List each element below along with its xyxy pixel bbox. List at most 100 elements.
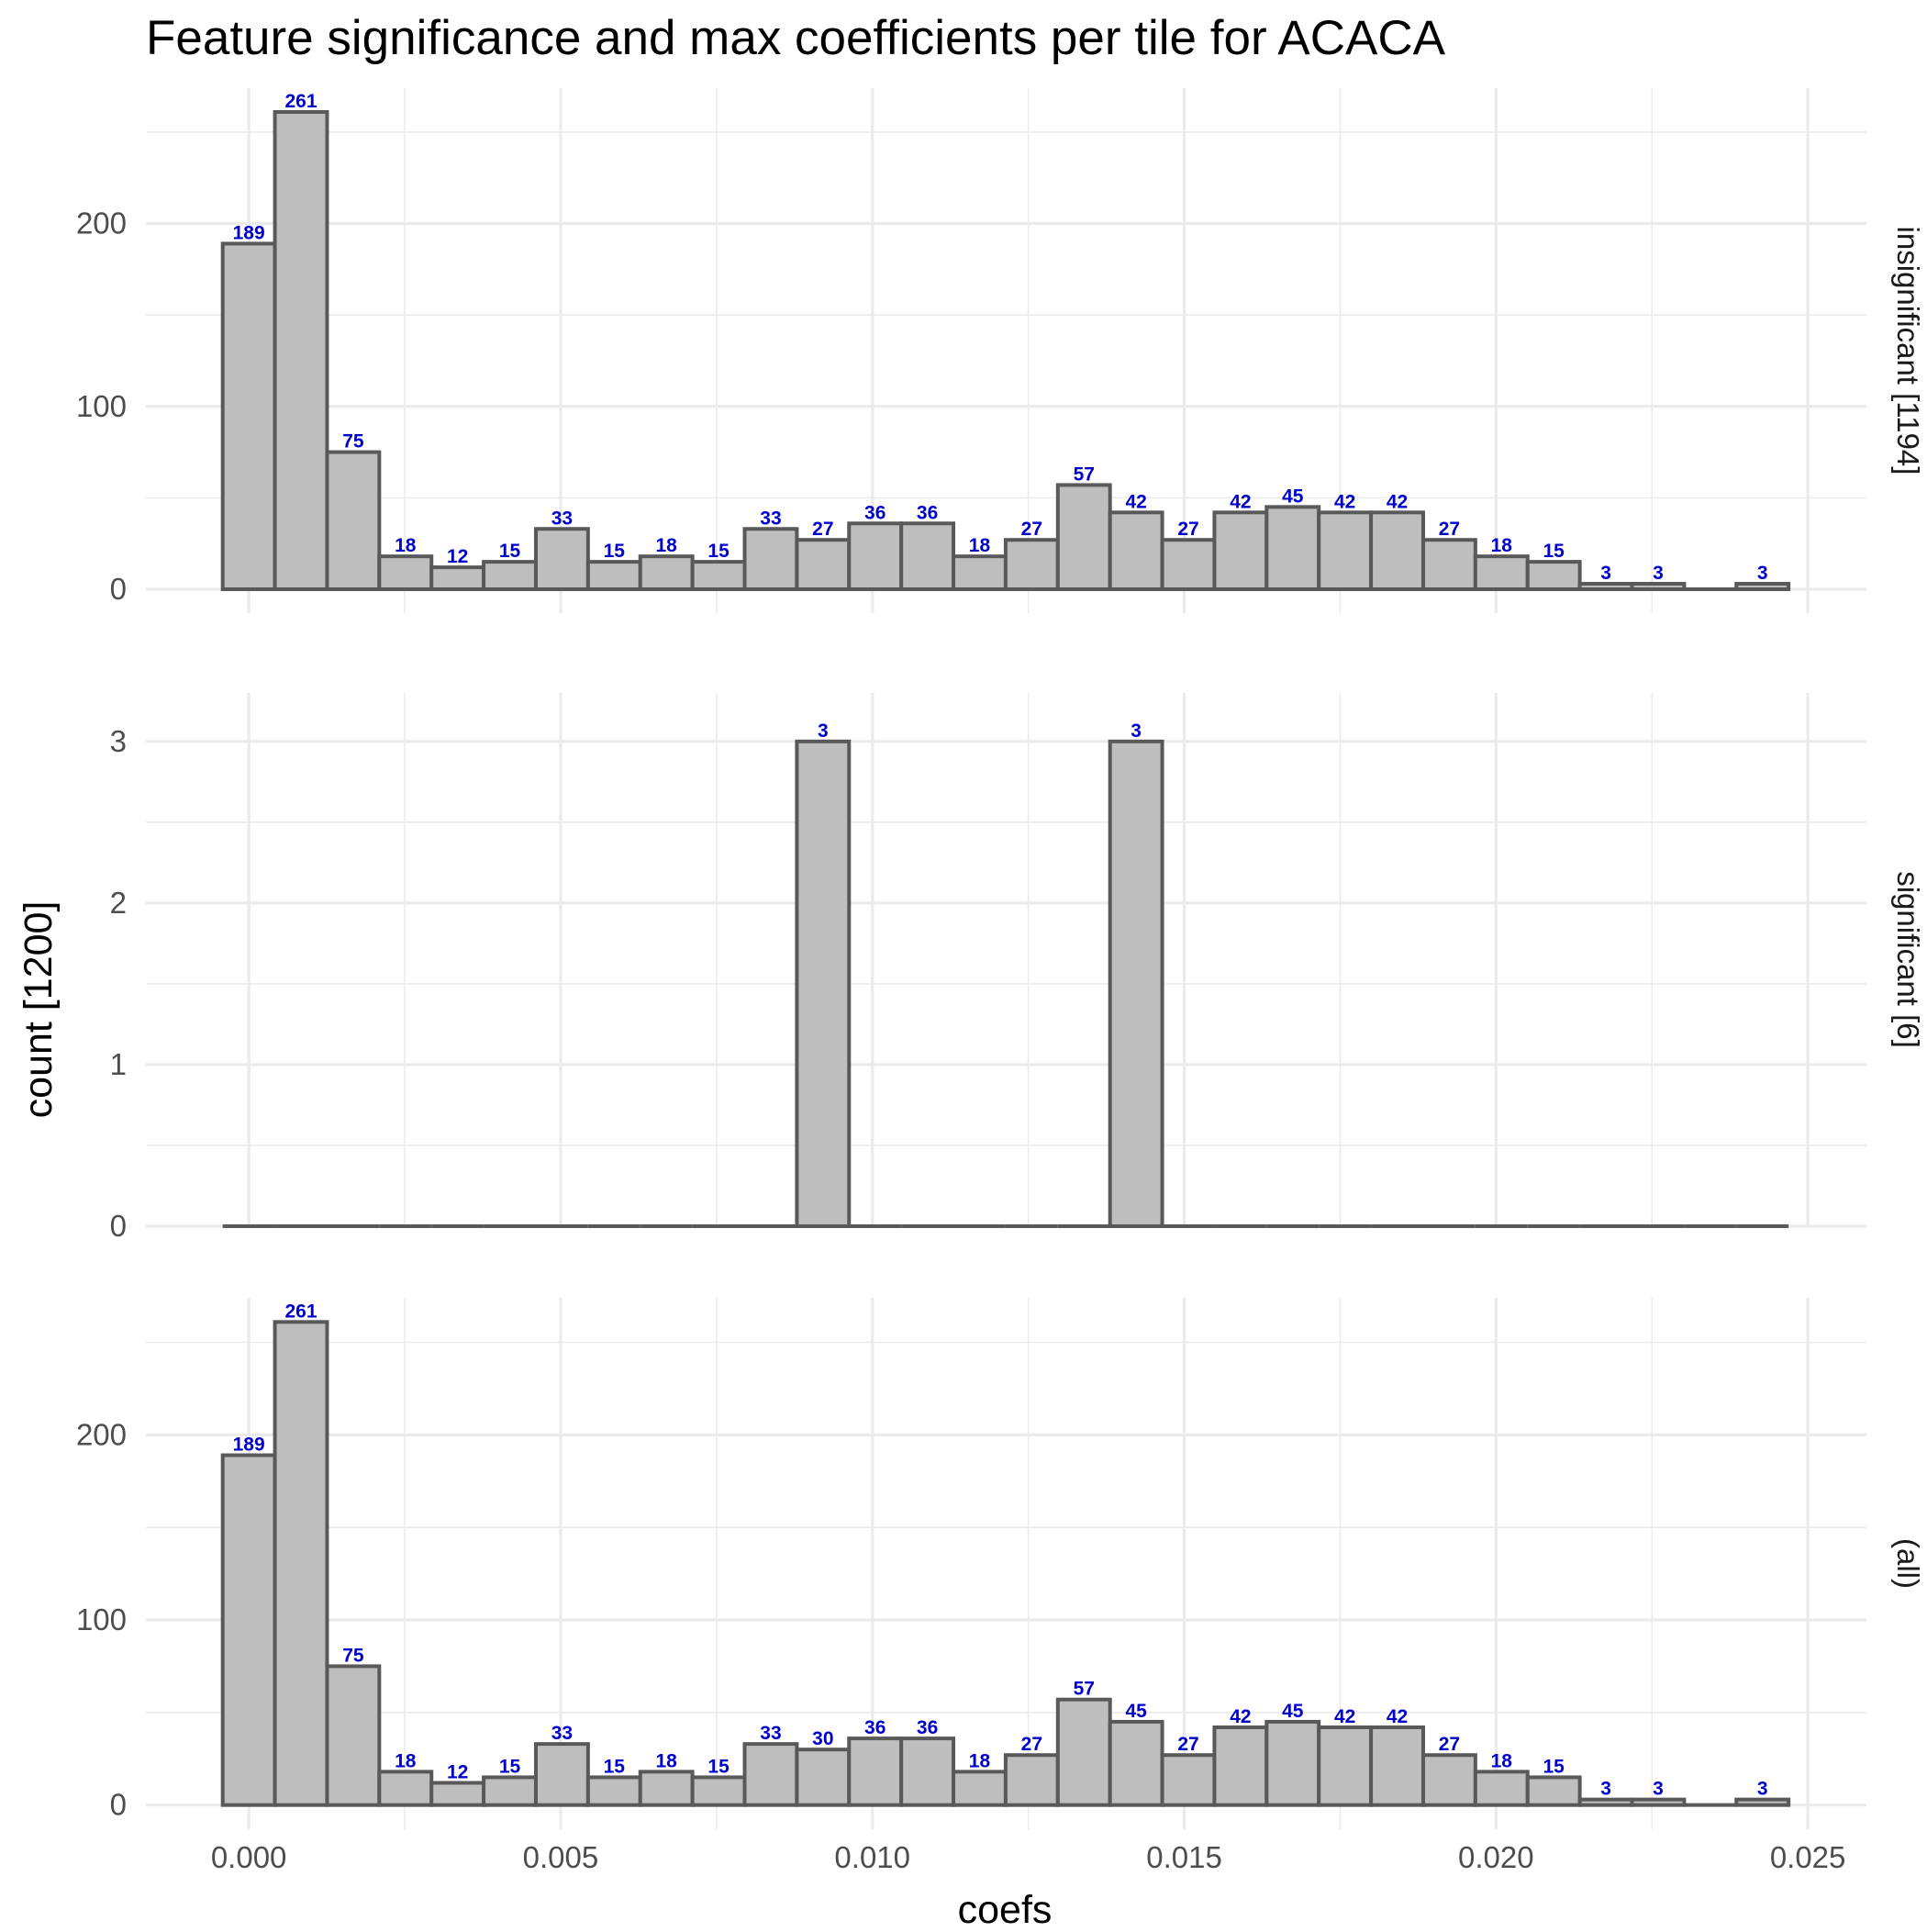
- bar-count-label: 15: [1543, 1756, 1565, 1777]
- bar-count-label: 3: [818, 720, 829, 742]
- y-tick-label: 100: [76, 1603, 127, 1636]
- histogram-bar: [533, 527, 590, 591]
- bar-count-label: 18: [395, 535, 417, 556]
- bar-count-label: 33: [551, 1723, 573, 1744]
- y-tick-label: 100: [76, 389, 127, 423]
- bar-count-label: 15: [604, 1756, 626, 1777]
- bar-count-label: 18: [1491, 1750, 1513, 1771]
- histogram-bar: [1003, 538, 1060, 592]
- bar-count-label: 36: [864, 1717, 886, 1738]
- bar-count-label: 75: [342, 1645, 364, 1666]
- bar-count-label: 33: [760, 508, 781, 529]
- bar-count-label: 18: [395, 1750, 417, 1771]
- bar-count-label: 3: [1600, 563, 1611, 584]
- histogram-bar: [273, 110, 329, 591]
- bar-count-label: 42: [1230, 491, 1251, 512]
- histogram-bar: [1525, 560, 1582, 591]
- histogram-bar: [1160, 538, 1217, 592]
- bar-count-label: 57: [1074, 463, 1095, 485]
- facet-strip-label: significant [6]: [1891, 871, 1925, 1048]
- histogram-bar: [1734, 1797, 1791, 1807]
- bar-count-label: 189: [233, 222, 265, 243]
- histogram-bar: [899, 521, 956, 592]
- histogram-bar: [482, 1775, 538, 1807]
- histogram-bar: [1108, 510, 1164, 591]
- histogram-bar: [1420, 1753, 1477, 1807]
- histogram-bar: [1264, 1719, 1321, 1807]
- bar-count-label: 261: [284, 91, 317, 112]
- bar-count-label: 18: [656, 535, 678, 556]
- histogram-bar: [1473, 1770, 1530, 1807]
- bar-count-label: 3: [1653, 563, 1664, 584]
- x-tick-label: 0.005: [523, 1840, 599, 1874]
- histogram-bar: [952, 554, 1008, 592]
- bar-count-label: 15: [707, 541, 730, 562]
- bar-count-label: 18: [1491, 535, 1513, 556]
- bar-count-label: 18: [656, 1750, 678, 1771]
- bar-count-label: 15: [604, 541, 626, 562]
- bar-count-label: 3: [1757, 563, 1768, 584]
- histogram-bar: [1264, 505, 1321, 592]
- y-tick-label: 3: [110, 724, 127, 758]
- y-tick-label: 200: [76, 207, 127, 240]
- histogram-bar: [325, 450, 382, 591]
- facet-panel-2: 0 1 2 3 3 3 significant [6]: [110, 693, 1925, 1243]
- bar-count-label: 3: [1757, 1779, 1768, 1800]
- bar-count-label: 42: [1334, 1706, 1355, 1727]
- histogram-bar: [638, 554, 695, 592]
- histogram-bar: [742, 527, 799, 591]
- facet-strip-label: (all): [1891, 1538, 1925, 1589]
- x-tick-label: 0.020: [1458, 1840, 1534, 1874]
- x-tick-label: 0.025: [1770, 1840, 1846, 1874]
- bar-count-label: 27: [1177, 1734, 1198, 1755]
- bar-count-label: 18: [969, 1750, 991, 1771]
- bar-count-label: 27: [1439, 1734, 1460, 1755]
- histogram-bar: [377, 1770, 434, 1807]
- histogram-bar: [220, 241, 277, 591]
- histogram-bar: [690, 1775, 747, 1807]
- bar-count-label: 45: [1125, 1701, 1147, 1722]
- histogram-bar: [1055, 483, 1112, 591]
- histogram-bar: [1317, 1725, 1374, 1807]
- facet-strip-label: insignificant [1194]: [1891, 227, 1925, 475]
- bar-count-label: 57: [1074, 1679, 1095, 1700]
- y-tick-label: 0: [110, 1788, 127, 1822]
- x-tick-label: 0.000: [211, 1840, 287, 1874]
- bar-count-label: 18: [969, 535, 991, 556]
- bar-count-label: 42: [1230, 1706, 1251, 1727]
- histogram-bar: [899, 1737, 956, 1807]
- bar-count-label: 15: [1543, 541, 1565, 562]
- bar-count-label: 189: [233, 1435, 265, 1456]
- bar-count-label: 33: [551, 508, 573, 529]
- x-tick-label: 0.010: [834, 1840, 910, 1874]
- histogram-bar: [795, 538, 852, 592]
- bar-count-label: 3: [1653, 1779, 1664, 1800]
- histogram-bar: [1369, 1725, 1425, 1807]
- bar-count-label: 3: [1600, 1779, 1611, 1800]
- histogram-bar: [1369, 510, 1425, 591]
- histogram-bar: [429, 565, 486, 592]
- histogram-bar: [1525, 1775, 1582, 1807]
- histogram-bar: [742, 1742, 799, 1807]
- y-axis-title: count [1200]: [17, 901, 61, 1119]
- histogram-bar: [1212, 510, 1269, 591]
- bar-count-label: 36: [864, 502, 886, 523]
- x-axis-title: coefs: [958, 1888, 1053, 1927]
- bar-count-label: 27: [1021, 1734, 1042, 1755]
- bar-count-label: 3: [1131, 720, 1142, 742]
- histogram-bar: [795, 739, 852, 1228]
- bar-count-label: 42: [1387, 1706, 1408, 1727]
- bar-count-label: 45: [1282, 1701, 1304, 1722]
- bar-count-label: 45: [1282, 486, 1304, 507]
- bar-count-label: 42: [1387, 491, 1408, 512]
- bar-count-label: 27: [1177, 519, 1198, 540]
- histogram-bar: [220, 1453, 277, 1807]
- y-tick-label: 2: [110, 886, 127, 920]
- bar-count-label: 27: [1439, 519, 1460, 540]
- bar-count-label: 15: [707, 1756, 730, 1777]
- bar-count-label: 261: [284, 1301, 317, 1322]
- histogram-bar: [690, 560, 747, 591]
